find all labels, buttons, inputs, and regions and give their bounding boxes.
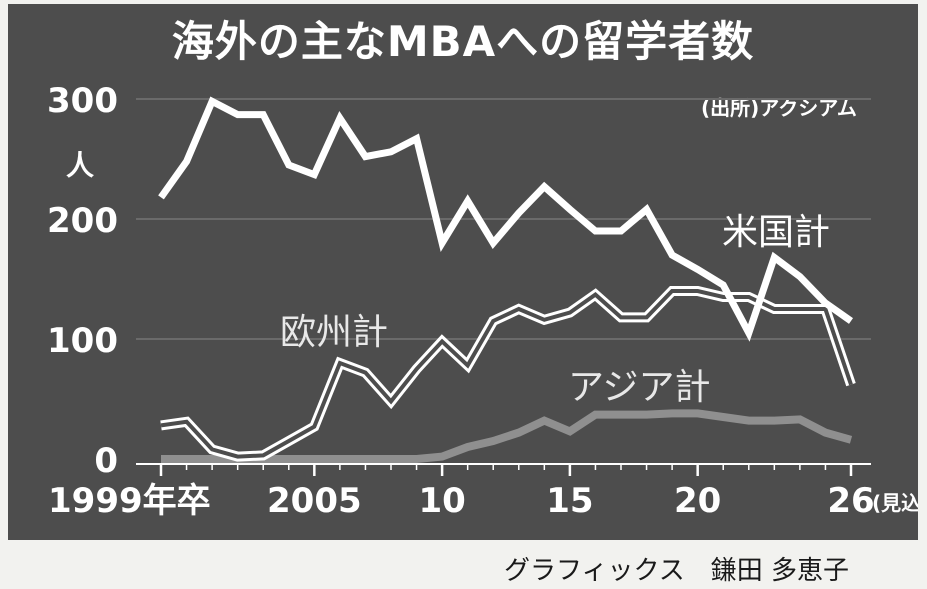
x-tick-label-2015: 15 [546,481,593,521]
y-tick-label-0: 0 [94,441,118,481]
x-axis [136,463,871,476]
y-tick-label-300: 300 [47,81,118,121]
x-tick-label-2005: 2005 [267,481,362,521]
line-chart: 0 100 200 300 1999年卒 2005 10 15 20 26(見込み) 米国計欧州… [47,81,918,521]
x-tick-labels: 1999年卒 2005 10 15 20 26(見込み) [48,481,918,521]
series-us [158,96,854,342]
y-tick-label-100: 100 [47,321,118,361]
series-asia [161,409,853,463]
y-tick-label-200: 200 [47,201,118,241]
y-tick-labels: 0 100 200 300 [47,81,118,481]
y-axis-unit: 人 [66,149,95,182]
series-label-asia: アジア計 [568,367,711,408]
chart-panel: 海外の主なMBAへの留学者数 (出所)アクシアム 人 0 100 200 300 19… [8,4,918,540]
series-line-asia [161,409,853,463]
x-tick-label-2020: 20 [674,481,721,521]
x-tick-label-1999: 1999年卒 [48,481,211,521]
series-line-us [158,96,854,342]
x-tick-label-2026: 26 [827,481,874,521]
series-label-us: 米国計 [722,212,830,253]
series-europe [160,286,856,462]
series-lines [158,96,856,463]
series-label-europe: 欧州計 [280,312,388,353]
x-tick-label-2010: 10 [418,481,465,521]
series-line-europe-inner [160,289,853,459]
projection-note: (見込み) [872,491,918,515]
graphics-credit: グラフィックス 鎌田 多恵子 [504,556,849,586]
chart-title: 海外の主なMBAへの留学者数 [171,17,755,66]
